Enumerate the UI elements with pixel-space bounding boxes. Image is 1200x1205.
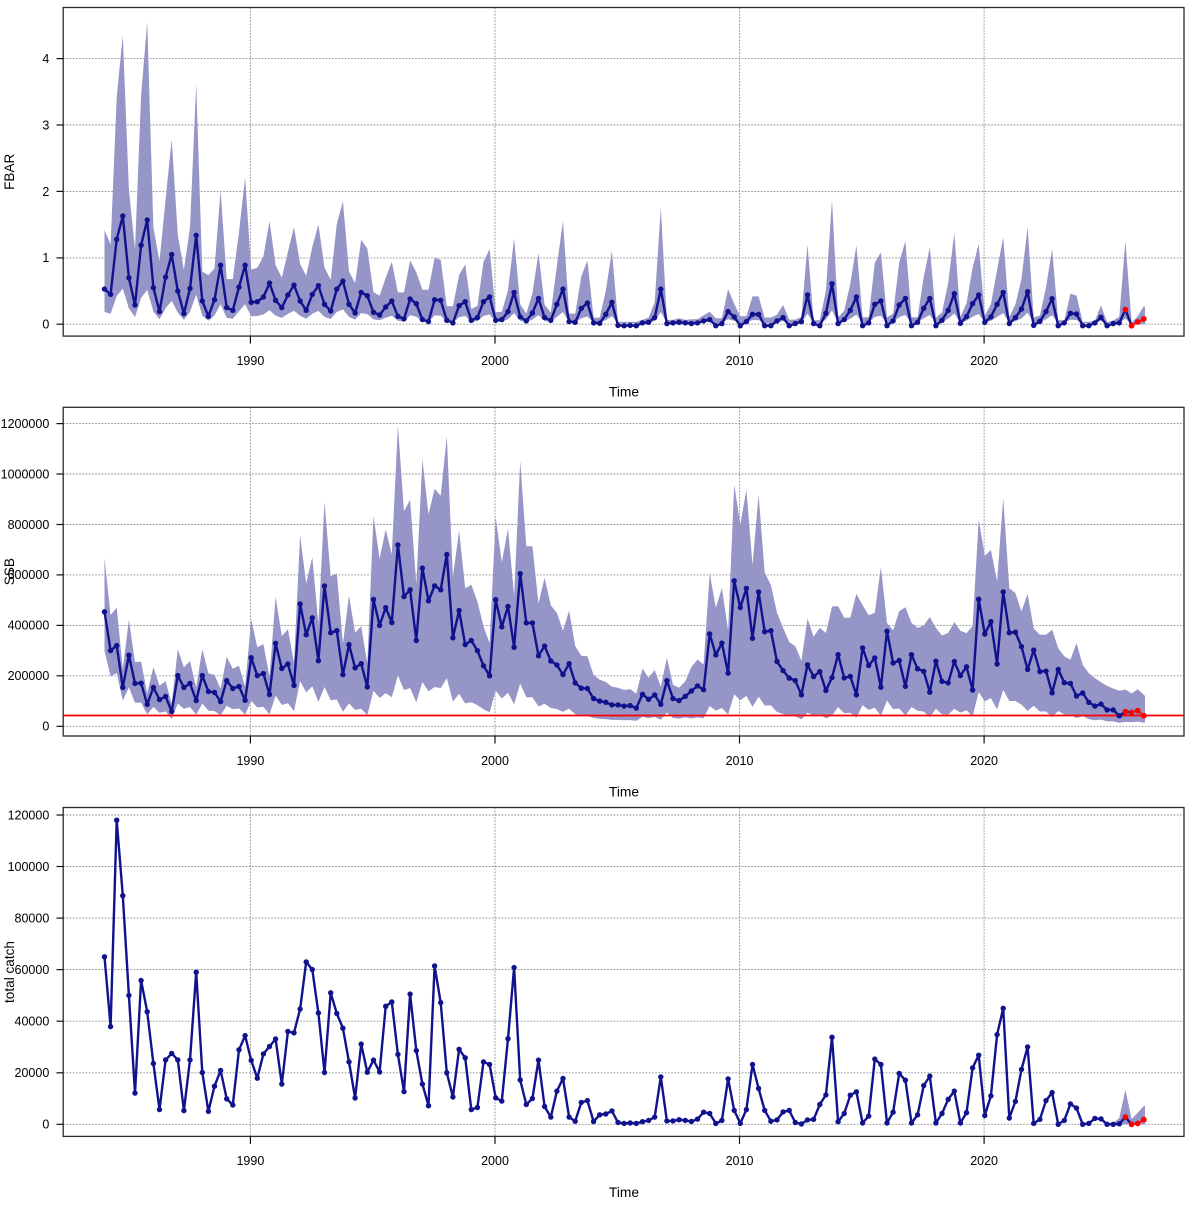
svg-text:60000: 60000 bbox=[15, 963, 50, 977]
svg-text:FBAR: FBAR bbox=[2, 153, 17, 189]
svg-text:800000: 800000 bbox=[8, 518, 50, 532]
svg-text:2010: 2010 bbox=[726, 754, 754, 768]
svg-text:1990: 1990 bbox=[236, 354, 264, 368]
svg-text:total catch: total catch bbox=[2, 941, 17, 1003]
svg-text:1990: 1990 bbox=[236, 754, 264, 768]
svg-text:2020: 2020 bbox=[970, 754, 998, 768]
svg-text:2020: 2020 bbox=[970, 1154, 998, 1168]
svg-text:1: 1 bbox=[42, 251, 49, 265]
svg-text:80000: 80000 bbox=[15, 911, 50, 925]
svg-text:120000: 120000 bbox=[8, 808, 50, 822]
svg-text:2000: 2000 bbox=[481, 1154, 509, 1168]
svg-text:0: 0 bbox=[42, 318, 49, 332]
svg-text:Time: Time bbox=[609, 785, 639, 800]
svg-text:2000: 2000 bbox=[481, 354, 509, 368]
svg-text:100000: 100000 bbox=[8, 860, 50, 874]
svg-text:20000: 20000 bbox=[15, 1066, 50, 1080]
svg-text:0: 0 bbox=[42, 720, 49, 734]
svg-text:600000: 600000 bbox=[8, 568, 50, 582]
svg-text:2: 2 bbox=[42, 185, 49, 199]
svg-text:400000: 400000 bbox=[8, 619, 50, 633]
svg-text:2010: 2010 bbox=[726, 1154, 754, 1168]
svg-text:1990: 1990 bbox=[236, 1154, 264, 1168]
svg-text:SSB: SSB bbox=[2, 558, 17, 585]
svg-text:200000: 200000 bbox=[8, 669, 50, 683]
svg-text:2010: 2010 bbox=[726, 354, 754, 368]
svg-text:2000: 2000 bbox=[481, 754, 509, 768]
svg-text:Time: Time bbox=[609, 1185, 639, 1200]
svg-text:2020: 2020 bbox=[970, 354, 998, 368]
svg-text:3: 3 bbox=[42, 118, 49, 132]
svg-text:0: 0 bbox=[42, 1118, 49, 1132]
svg-text:1200000: 1200000 bbox=[1, 417, 50, 431]
svg-text:Time: Time bbox=[609, 385, 639, 400]
svg-text:1000000: 1000000 bbox=[1, 467, 50, 481]
svg-text:4: 4 bbox=[42, 52, 49, 66]
svg-text:40000: 40000 bbox=[15, 1015, 50, 1029]
